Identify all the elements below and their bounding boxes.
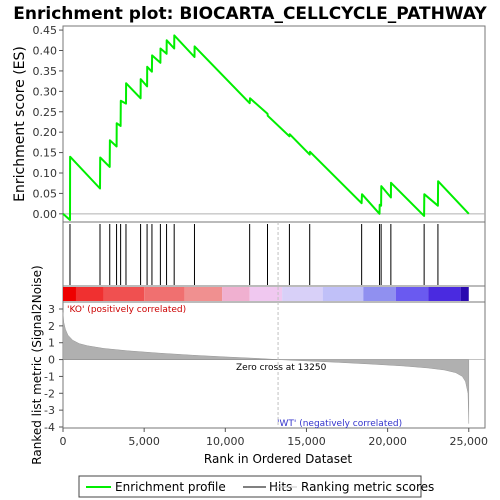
es-y-tick-label: 0.15 <box>33 147 58 160</box>
hits-panel-frame <box>62 221 486 287</box>
metric-y-axis-label: Ranked list metric (Signal2Noise) <box>30 265 44 464</box>
colorbar-segment <box>75 287 104 301</box>
es-y-axis-label: Enrichment score (ES) <box>12 46 28 202</box>
x-tick-label: 15,000 <box>287 435 326 448</box>
colorbar-segment <box>63 287 76 301</box>
x-axis-ticks: 0 5,000 10,000 15,000 20,000 25,000 <box>60 428 489 448</box>
colorbar-segment <box>249 287 283 301</box>
es-y-tick-label: 0.10 <box>33 167 58 180</box>
metric-y-tick-label: -1 <box>44 370 55 383</box>
zero-cross-label: Zero cross at 13250 <box>236 363 327 373</box>
colorbar-segment <box>144 287 185 301</box>
es-y-tick-label: 0.05 <box>33 187 58 200</box>
es-y-tick-label: 0.30 <box>33 85 58 98</box>
es-y-tick-label: 0.45 <box>33 24 58 37</box>
x-tick-label: 10,000 <box>206 435 245 448</box>
colorbar-segment <box>395 287 429 301</box>
colorbar-segment <box>282 287 323 301</box>
es-y-tick-label: 0.35 <box>33 65 58 78</box>
metric-y-tick-label: 3 <box>48 303 55 316</box>
legend: Enrichment profile Hits Ranking metric s… <box>78 475 434 498</box>
enrichment-curve-group <box>62 34 470 221</box>
colorbar-segment <box>428 287 461 301</box>
colorbar-segment <box>103 287 145 301</box>
metric-y-tick-label: 0 <box>48 354 55 367</box>
es-y-tick-label: 0.25 <box>33 106 58 119</box>
metric-y-axis-ticks: 3 2 1 0 -1 -2 -3 -4 <box>44 303 63 434</box>
x-axis-label: Rank in Ordered Dataset <box>204 452 352 466</box>
es-panel-frame <box>62 25 486 223</box>
ranking-metric-area <box>62 222 485 428</box>
es-y-tick-label: 0.40 <box>33 45 58 58</box>
es-y-axis-ticks: 0.00 0.05 0.10 0.15 0.20 0.25 0.30 0.35 0.40 0.45 <box>33 24 63 221</box>
metric-y-tick-label: -3 <box>44 404 55 417</box>
x-tick-label: 0 <box>60 435 67 448</box>
chart-title: Enrichment plot: BIOCARTA_CELLCYCLE_PATH… <box>13 4 487 24</box>
legend-profile-label: Enrichment profile <box>115 480 226 494</box>
metric-y-tick-label: -2 <box>44 387 55 400</box>
ranked-colorbar <box>63 287 469 301</box>
metric-y-tick-label: 2 <box>48 320 55 333</box>
colorbar-segment <box>184 287 223 301</box>
ranking-metric-fill <box>62 312 470 424</box>
es-y-tick-label: 0.00 <box>33 208 58 221</box>
x-tick-label: 25,000 <box>450 435 489 448</box>
colorbar-segment <box>363 287 396 301</box>
metric-y-tick-label: -4 <box>44 421 55 434</box>
x-tick-label: 20,000 <box>368 435 407 448</box>
enrichment-profile-line <box>62 34 470 221</box>
x-tick-label: 5,000 <box>128 435 160 448</box>
colorbar-segment <box>322 287 364 301</box>
negative-correlation-label: 'WT' (negatively correlated) <box>277 419 402 429</box>
es-y-tick-label: 0.20 <box>33 126 58 139</box>
colorbar-segment <box>460 287 469 301</box>
hit-markers <box>69 224 439 285</box>
legend-metric-label: Ranking metric scores <box>301 480 434 494</box>
colorbar-segment <box>222 287 250 301</box>
metric-y-tick-label: 1 <box>48 337 55 350</box>
positive-correlation-label: 'KO' (positively correlated) <box>67 305 186 315</box>
